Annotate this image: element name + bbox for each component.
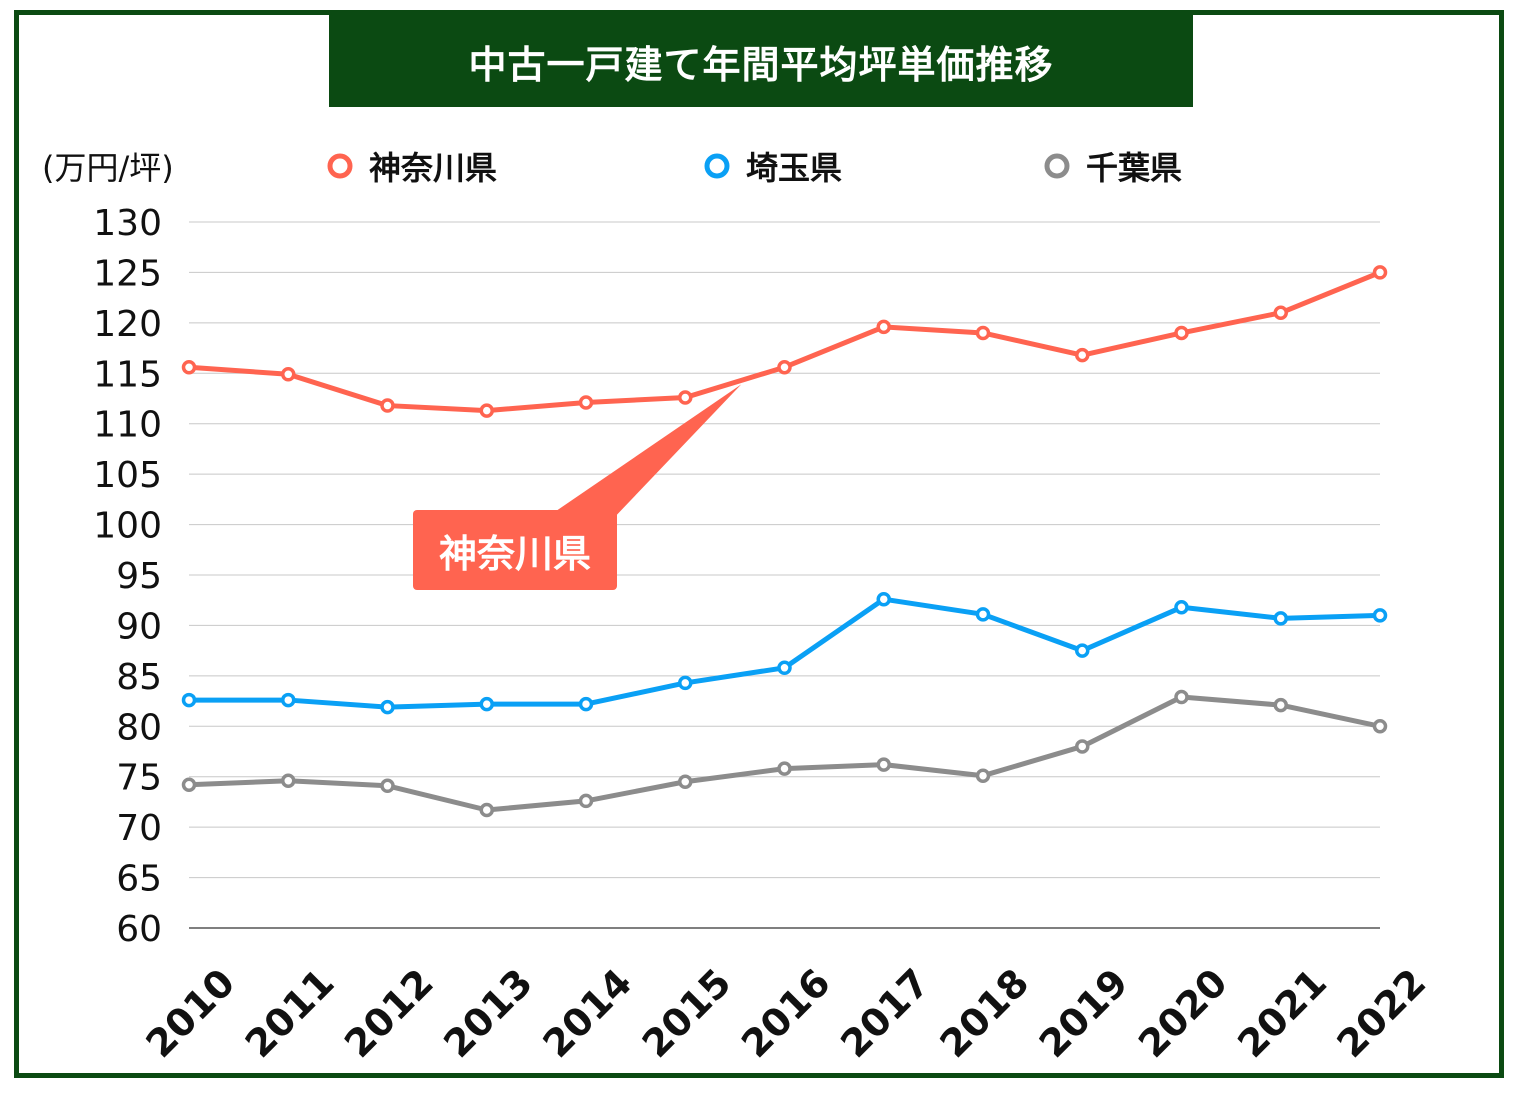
- x-tick-label-2016: 2016: [733, 960, 839, 1066]
- x-tick-label-2021: 2021: [1229, 960, 1335, 1066]
- x-tick-label-2017: 2017: [832, 960, 938, 1066]
- data-point-1-2016: [777, 660, 792, 676]
- y-tick-label-130: 130: [93, 203, 162, 244]
- data-point-1-2022: [1372, 608, 1388, 623]
- x-tick-label-2022: 2022: [1328, 960, 1434, 1066]
- data-point-0-2017: [876, 319, 891, 335]
- chart-frame: [14, 10, 1504, 1078]
- legend-label-saitama: 埼玉県: [746, 149, 843, 187]
- x-tick-label-2013: 2013: [435, 960, 541, 1066]
- data-point-2-2016: [777, 761, 792, 776]
- legend-marker-kanagawa: [327, 153, 353, 179]
- data-point-1-2021: [1273, 611, 1288, 626]
- data-point-1-2014: [578, 696, 594, 712]
- data-point-1-2015: [678, 675, 693, 691]
- data-point-1-2012: [380, 699, 395, 715]
- y-tick-label-115: 115: [93, 354, 162, 395]
- data-point-2-2022: [1372, 719, 1388, 734]
- data-point-2-2020: [1174, 689, 1189, 705]
- series-line-2: [188, 694, 1381, 813]
- data-point-1-2019: [1075, 643, 1090, 658]
- data-point-1-2020: [1174, 600, 1189, 615]
- x-tick-label-2010: 2010: [137, 960, 243, 1066]
- x-tick-label-2018: 2018: [931, 960, 1037, 1066]
- y-axis-unit-label: (万円/坪): [42, 149, 174, 187]
- y-tick-label-120: 120: [93, 304, 162, 345]
- legend-marker-chiba: [1044, 153, 1070, 179]
- x-tick-label-2020: 2020: [1130, 960, 1236, 1066]
- data-point-0-2013: [479, 403, 494, 418]
- legend-item-saitama: 埼玉県: [702, 143, 842, 189]
- y-tick-label-90: 90: [116, 606, 162, 647]
- y-tick-label-125: 125: [93, 253, 162, 294]
- y-tick-label-75: 75: [116, 758, 162, 799]
- data-point-0-2019: [1075, 347, 1090, 363]
- callout-pointer: [540, 384, 742, 522]
- y-tick-label-80: 80: [116, 707, 162, 748]
- legend-label-kanagawa: 神奈川県: [369, 149, 498, 187]
- data-point-2-2012: [380, 778, 395, 794]
- data-point-2-2015: [678, 774, 693, 790]
- data-point-2-2017: [876, 757, 891, 772]
- x-tick-label-2014: 2014: [534, 960, 640, 1066]
- legend-item-chiba: 千葉県: [1042, 143, 1182, 189]
- data-point-2-2013: [479, 802, 494, 818]
- data-point-1-2010: [181, 692, 197, 708]
- legend-marker-saitama: [704, 153, 730, 179]
- data-point-0-2011: [281, 367, 296, 382]
- data-point-0-2020: [1174, 325, 1189, 341]
- y-tick-label-110: 110: [93, 405, 162, 446]
- y-tick-label-70: 70: [116, 808, 162, 849]
- data-point-0-2015: [678, 390, 693, 405]
- data-point-0-2021: [1273, 305, 1288, 321]
- y-tick-label-100: 100: [93, 506, 162, 547]
- y-tick-label-60: 60: [116, 909, 162, 950]
- x-tick-label-2015: 2015: [634, 960, 740, 1066]
- data-point-2-2018: [975, 768, 991, 783]
- data-point-2-2014: [578, 793, 594, 809]
- data-point-2-2021: [1273, 697, 1288, 713]
- callout-label: 神奈川県: [413, 510, 617, 590]
- y-tick-label-65: 65: [116, 859, 162, 900]
- y-tick-label-95: 95: [116, 556, 162, 597]
- y-tick-label-85: 85: [116, 657, 162, 698]
- x-tick-label-2011: 2011: [237, 960, 343, 1066]
- data-point-1-2013: [479, 696, 494, 712]
- data-point-0-2016: [777, 359, 792, 375]
- y-tick-label-105: 105: [93, 455, 162, 496]
- data-point-0-2014: [578, 395, 594, 410]
- x-tick-label-2019: 2019: [1031, 960, 1137, 1066]
- data-point-0-2018: [975, 325, 991, 341]
- data-point-0-2012: [380, 398, 395, 413]
- legend-label-chiba: 千葉県: [1086, 149, 1183, 187]
- x-tick-label-2012: 2012: [336, 960, 442, 1066]
- data-point-0-2022: [1372, 265, 1388, 280]
- series-line-1: [189, 596, 1381, 710]
- chart-title: 中古一戸建て年間平均坪単価推移: [329, 15, 1193, 107]
- data-point-2-2019: [1075, 739, 1090, 754]
- legend-item-kanagawa: 神奈川県: [325, 143, 497, 189]
- data-point-2-2010: [181, 777, 197, 793]
- data-point-2-2011: [281, 773, 296, 788]
- series-line-0: [188, 270, 1381, 414]
- data-point-0-2010: [181, 359, 197, 375]
- data-point-1-2011: [281, 692, 296, 708]
- data-point-1-2017: [876, 591, 891, 607]
- data-point-1-2018: [975, 607, 991, 622]
